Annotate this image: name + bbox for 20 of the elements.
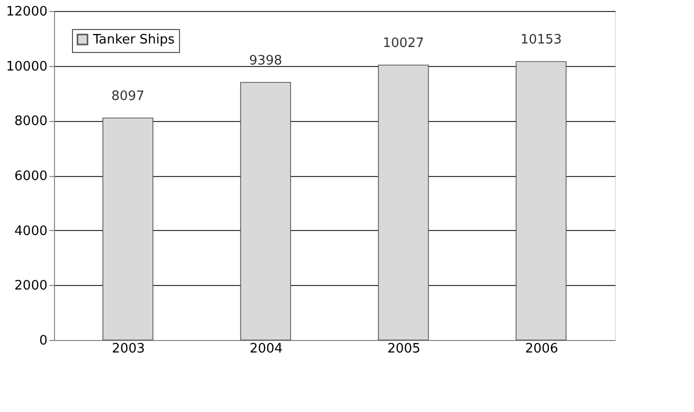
bar bbox=[102, 118, 154, 340]
data-label: 9398 bbox=[249, 53, 282, 68]
bar bbox=[378, 64, 429, 340]
y-tick-label: 0 bbox=[39, 334, 48, 348]
y-tick-label: 8000 bbox=[14, 114, 48, 130]
x-tick-label: 2004 bbox=[250, 342, 283, 356]
data-label: 8097 bbox=[111, 89, 144, 104]
x-tick-label: 2006 bbox=[525, 342, 558, 356]
y-tick-label: 4000 bbox=[14, 224, 48, 239]
bar bbox=[516, 61, 567, 340]
data-label: 10153 bbox=[520, 32, 562, 48]
x-tick-label: 2003 bbox=[112, 342, 145, 356]
data-label: 10027 bbox=[382, 36, 424, 52]
y-tick-label: 2000 bbox=[14, 278, 48, 294]
x-tick-label: 2005 bbox=[387, 342, 420, 356]
y-tick-label: 10000 bbox=[6, 59, 48, 74]
legend-label: Tanker Ships bbox=[92, 32, 175, 48]
y-tick-label: 12000 bbox=[6, 4, 48, 20]
y-tick-label: 6000 bbox=[14, 169, 48, 184]
bar bbox=[240, 82, 292, 340]
